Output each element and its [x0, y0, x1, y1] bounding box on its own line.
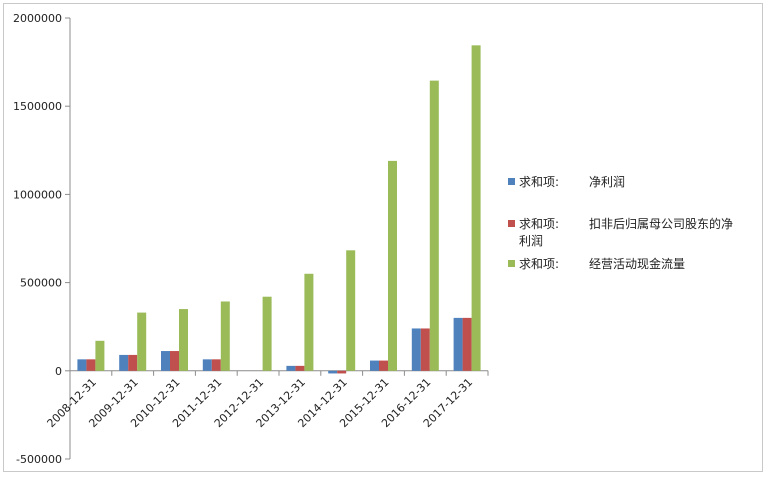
- y-tick-label: -500000: [16, 453, 62, 466]
- legend-label: 扣非后归属母公司股东的净: [589, 216, 733, 231]
- bar-2: [170, 351, 179, 371]
- bar-1: [286, 365, 296, 371]
- bar-3: [220, 301, 230, 371]
- bar-3: [262, 296, 272, 371]
- bar-3: [179, 309, 188, 371]
- bar-2: [295, 365, 305, 371]
- legend-prefix: 求和项:: [519, 217, 559, 231]
- bar-3: [346, 250, 356, 371]
- bar-3: [471, 45, 481, 371]
- legend-prefix: 求和项:: [519, 175, 559, 189]
- legend-swatch: [508, 260, 515, 267]
- bar-1: [77, 359, 87, 371]
- legend-swatch: [508, 220, 515, 227]
- bar-3: [95, 340, 105, 371]
- bar-3: [137, 312, 147, 371]
- bar-1: [411, 328, 421, 371]
- bar-1: [202, 359, 212, 371]
- bar-1: [453, 317, 463, 371]
- bar-2: [337, 370, 347, 374]
- legend-label: 净利润: [589, 175, 625, 189]
- bar-2: [86, 359, 96, 371]
- legend-label-cont: 利润: [519, 234, 543, 248]
- legend-swatch: [508, 178, 515, 185]
- bar-2: [420, 328, 430, 371]
- bar-2: [379, 360, 388, 371]
- y-tick-label: 0: [55, 365, 62, 378]
- bar-1: [119, 354, 129, 371]
- bar-1: [161, 351, 170, 371]
- bar-2: [211, 359, 221, 371]
- y-tick-label: 2000000: [13, 12, 62, 25]
- legend-label: 经营活动现金流量: [589, 256, 685, 271]
- bar-1: [370, 360, 379, 371]
- y-tick-label: 500000: [20, 277, 62, 290]
- y-tick-label: 1500000: [13, 100, 62, 113]
- legend-prefix: 求和项:: [519, 257, 559, 271]
- bar-2: [462, 317, 472, 371]
- bar-3: [388, 160, 397, 371]
- bar-3: [429, 80, 439, 371]
- bar-1: [328, 370, 338, 374]
- chart-frame: [3, 3, 763, 472]
- bar-2: [128, 354, 138, 371]
- bar-3: [304, 273, 314, 371]
- y-tick-label: 1000000: [13, 188, 62, 201]
